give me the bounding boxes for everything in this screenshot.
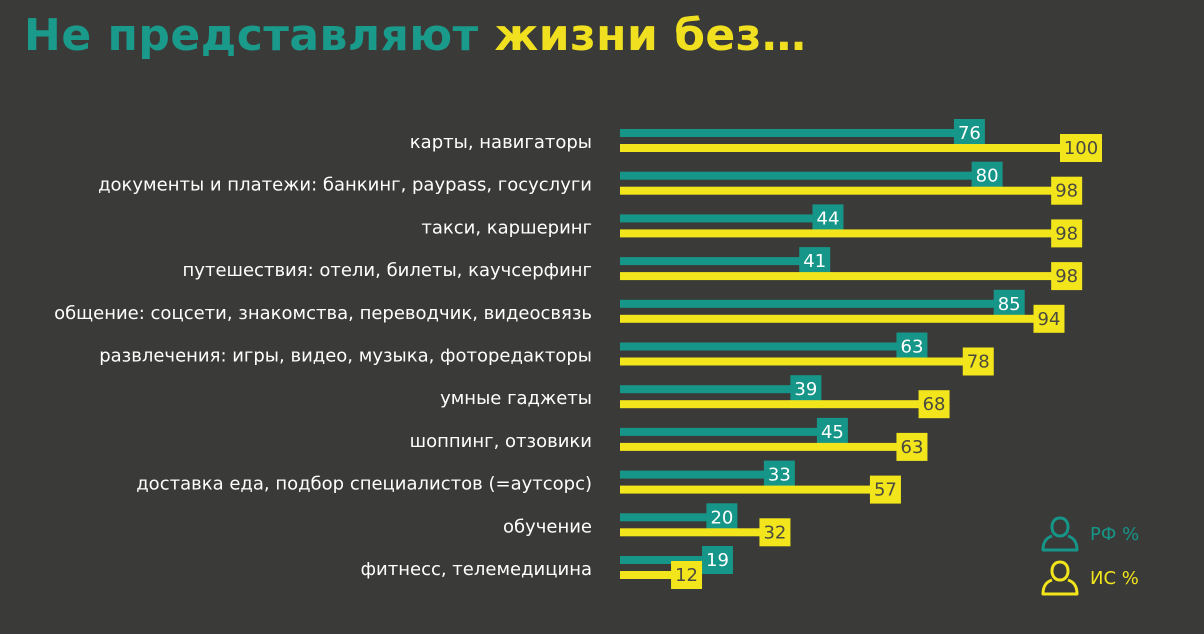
value-badge-is [896,432,928,461]
value-label-rf: 63 [901,337,924,358]
legend-item-rf: РФ % [1040,512,1139,556]
value-badge-rf [701,546,733,574]
category-label: такси, каршеринг [421,217,592,238]
legend-label-is: ИС % [1090,567,1139,589]
value-label-rf: 41 [803,251,826,272]
bar-rf [620,257,802,266]
bar-is [620,314,1036,323]
category-label: умные гаджеты [440,388,592,409]
value-label-is: 98 [1055,223,1078,244]
value-badge-rf [812,204,844,233]
value-badge-rf [816,417,848,446]
bar-is [620,272,1054,281]
value-label-is: 78 [967,352,990,373]
value-badge-rf [953,119,985,147]
value-label-rf: 80 [976,166,999,187]
legend-label-rf: РФ % [1090,523,1140,545]
bar-rf [620,470,766,479]
value-badge-is [1051,219,1083,248]
value-label-is: 100 [1064,138,1098,159]
bar-rf [620,427,819,436]
bar-is [620,357,965,366]
value-label-is: 94 [1038,309,1061,330]
bar-is [620,528,762,537]
bar-rf [620,513,709,522]
category-label: путешествия: отели, билеты, каучсерфинг [183,260,592,281]
value-badge-is [962,347,994,376]
value-label-rf: 20 [710,507,733,528]
value-label-rf: 19 [706,550,729,571]
value-badge-rf [799,247,831,276]
category-label: шоппинг, отзовики [410,431,592,452]
value-badge-is [1051,176,1083,205]
chart-title-part1: Не представляют [24,10,479,61]
legend: РФ % ИС % [1040,512,1139,600]
bar-is [620,186,1054,195]
value-badge-rf [763,460,795,489]
value-label-is: 98 [1055,266,1078,287]
value-label-rf: 33 [768,465,791,486]
bar-rf [620,556,704,564]
value-badge-rf [706,503,738,532]
value-label-is: 63 [901,437,924,458]
category-label: карты, навигаторы [410,132,592,153]
value-label-rf: 44 [817,208,840,229]
category-label: доставка еда, подбор специалистов (=аутс… [136,474,592,495]
value-label-is: 68 [923,394,946,415]
person-icon [1041,560,1079,596]
bar-rf [620,385,793,394]
value-badge-rf [971,161,1003,190]
value-badge-is [869,475,901,504]
chart-title: Не представляют жизни без… [24,10,806,61]
value-badge-is [671,561,703,589]
value-badge-is [759,518,791,547]
value-badge-is [918,390,950,419]
chart-title-part2: жизни без… [494,10,807,61]
bar-rf [620,342,899,351]
value-label-is: 98 [1055,181,1078,202]
person-icon [1041,516,1079,552]
bar-is [620,571,674,579]
bar-rf [620,129,956,137]
value-label-rf: 45 [821,422,844,443]
bar-is [620,229,1054,238]
bar-rf [620,171,974,180]
bar-is [620,400,921,409]
category-label: развлечения: игры, видео, музыка, фоторе… [99,346,592,367]
value-badge-is [1060,134,1102,162]
value-badge-rf [993,289,1025,318]
value-label-rf: 39 [794,379,817,400]
value-label-rf: 85 [998,294,1021,315]
value-label-is: 12 [675,565,698,586]
bar-is [620,442,899,451]
bar-rf [620,299,996,308]
category-label: обучение [503,516,592,537]
legend-item-is: ИС % [1040,556,1139,600]
value-badge-rf [896,332,928,361]
value-badge-is [1033,304,1065,333]
category-label: документы и платежи: банкинг, paypass, г… [98,175,592,196]
bar-rf [620,214,815,223]
category-label: фитнесс, телемедицина [361,559,592,580]
bar-is [620,485,872,494]
value-label-is: 32 [763,522,786,543]
value-label-rf: 76 [958,123,981,144]
category-label: общение: соцсети, знакомства, переводчик… [54,303,592,324]
value-label-is: 57 [874,480,897,501]
value-badge-is [1051,262,1083,291]
bar-is [620,144,1062,152]
value-badge-rf [790,375,822,404]
